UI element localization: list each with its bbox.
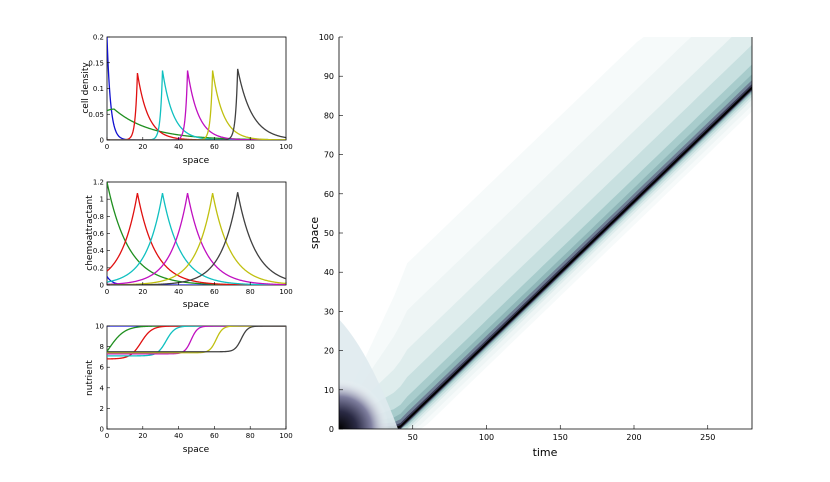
y-tick-label: 0 xyxy=(100,137,104,145)
heatmap-band xyxy=(346,37,752,429)
y-tick-label: 80 xyxy=(324,111,334,120)
y-axis-label: nutrient xyxy=(85,360,95,396)
heatmap-field xyxy=(339,37,752,430)
x-tick-label: 20 xyxy=(138,288,147,296)
series-line-7 xyxy=(107,326,286,353)
x-tick-label: 80 xyxy=(246,143,255,151)
x-tick-label: 60 xyxy=(210,143,219,151)
y-tick-label: 2 xyxy=(100,405,104,413)
y-ticks: 0 10 20 30 40 50 60 70 80 90 100 xyxy=(319,33,343,434)
series-line-7 xyxy=(107,192,286,285)
y-tick-label: 0 xyxy=(100,282,104,290)
y-tick-label: 0.8 xyxy=(93,213,104,221)
x-tick-label: 20 xyxy=(138,432,147,440)
y-tick-label: 0 xyxy=(100,426,104,434)
y-tick-label: 0.4 xyxy=(93,247,105,255)
x-tick-label: 60 xyxy=(210,288,219,296)
x-axis-label: time xyxy=(533,446,558,459)
y-tick-label: 50 xyxy=(324,229,334,238)
panel-cell-density: 0 20 40 60 80 100 0 0.05 0.1 0.15 0.2 space cell … xyxy=(81,34,293,167)
panel-heatmap: 50 100 150 200 250 0 10 20 30 40 50 60 70 80 90 100 ti… xyxy=(308,33,753,459)
x-ticks: 0 20 40 60 80 100 xyxy=(105,282,293,296)
x-tick-label: 40 xyxy=(174,288,183,296)
series-lines xyxy=(107,37,286,140)
x-tick-label: 20 xyxy=(138,143,147,151)
x-ticks: 0 20 40 60 80 100 xyxy=(105,426,293,440)
x-axis-label: space xyxy=(183,156,210,166)
y-tick-label: 1 xyxy=(100,196,104,204)
y-axis-label: space xyxy=(308,217,321,250)
initial-blob xyxy=(339,379,389,429)
y-tick-label: 0.1 xyxy=(93,85,104,93)
series-line-5 xyxy=(107,70,286,140)
x-tick-label: 100 xyxy=(279,432,292,440)
y-tick-label: 40 xyxy=(324,268,334,277)
x-tick-label: 100 xyxy=(479,433,494,442)
y-tick-label: 100 xyxy=(319,33,334,42)
series-line-5 xyxy=(107,326,286,355)
y-ticks: 0 2 4 6 8 10 xyxy=(95,323,110,434)
x-tick-label: 80 xyxy=(246,432,255,440)
plot-frame xyxy=(106,325,287,430)
series-line-6 xyxy=(107,326,286,354)
y-tick-label: 1.2 xyxy=(93,179,104,187)
y-tick-label: 0.15 xyxy=(88,59,104,67)
y-tick-label: 6 xyxy=(100,364,105,372)
series-line-2 xyxy=(107,326,286,352)
y-tick-label: 0.05 xyxy=(88,111,104,119)
y-ticks: 0 0.2 0.4 0.6 0.8 1 1.2 xyxy=(93,179,110,290)
series-line-4 xyxy=(107,326,286,357)
panel-nutrient: 0 20 40 60 80 100 0 2 4 6 8 10 space nutrient xyxy=(85,323,293,456)
x-ticks: 50 100 150 200 250 xyxy=(408,425,715,442)
series-lines xyxy=(107,326,286,360)
y-tick-label: 60 xyxy=(324,190,334,199)
y-tick-label: 4 xyxy=(100,384,105,392)
x-tick-label: 200 xyxy=(626,433,641,442)
y-tick-label: 30 xyxy=(324,307,334,316)
series-lines xyxy=(107,182,286,285)
y-tick-label: 0.2 xyxy=(93,34,104,42)
x-tick-label: 0 xyxy=(105,143,109,151)
x-tick-label: 50 xyxy=(408,433,418,442)
x-tick-label: 40 xyxy=(174,143,183,151)
y-axis-label: cell density xyxy=(81,62,91,114)
x-axis-label: space xyxy=(183,300,210,310)
y-tick-label: 10 xyxy=(324,386,334,395)
x-tick-label: 80 xyxy=(246,288,255,296)
series-line-3 xyxy=(107,326,286,360)
series-line-6 xyxy=(107,193,286,285)
panel-chemoattractant: 0 20 40 60 80 100 0 0.2 0.4 0.6 0.8 1 1.2 space che… xyxy=(85,179,293,311)
y-tick-label: 20 xyxy=(324,347,334,356)
x-tick-label: 100 xyxy=(279,288,292,296)
x-axis-label: space xyxy=(183,445,210,455)
y-tick-label: 8 xyxy=(100,343,104,351)
x-tick-label: 40 xyxy=(174,432,183,440)
y-axis-label: chemoattractant xyxy=(85,195,95,271)
series-line-4 xyxy=(107,193,286,285)
y-tick-label: 70 xyxy=(324,151,334,160)
x-tick-label: 60 xyxy=(210,432,219,440)
y-tick-label: 0.2 xyxy=(93,264,104,272)
x-tick-label: 0 xyxy=(105,288,109,296)
series-line-5 xyxy=(107,193,286,285)
y-ticks: 0 0.05 0.1 0.15 0.2 xyxy=(88,34,110,145)
y-tick-label: 0.6 xyxy=(93,230,105,238)
series-line-7 xyxy=(107,68,286,140)
x-tick-label: 150 xyxy=(553,433,568,442)
y-tick-label: 10 xyxy=(95,323,104,331)
x-tick-label: 250 xyxy=(700,433,715,442)
y-tick-label: 90 xyxy=(324,72,334,81)
x-tick-label: 100 xyxy=(279,143,292,151)
y-tick-label: 0 xyxy=(329,425,334,434)
x-ticks: 0 20 40 60 80 100 xyxy=(105,137,293,151)
x-tick-label: 0 xyxy=(105,432,109,440)
